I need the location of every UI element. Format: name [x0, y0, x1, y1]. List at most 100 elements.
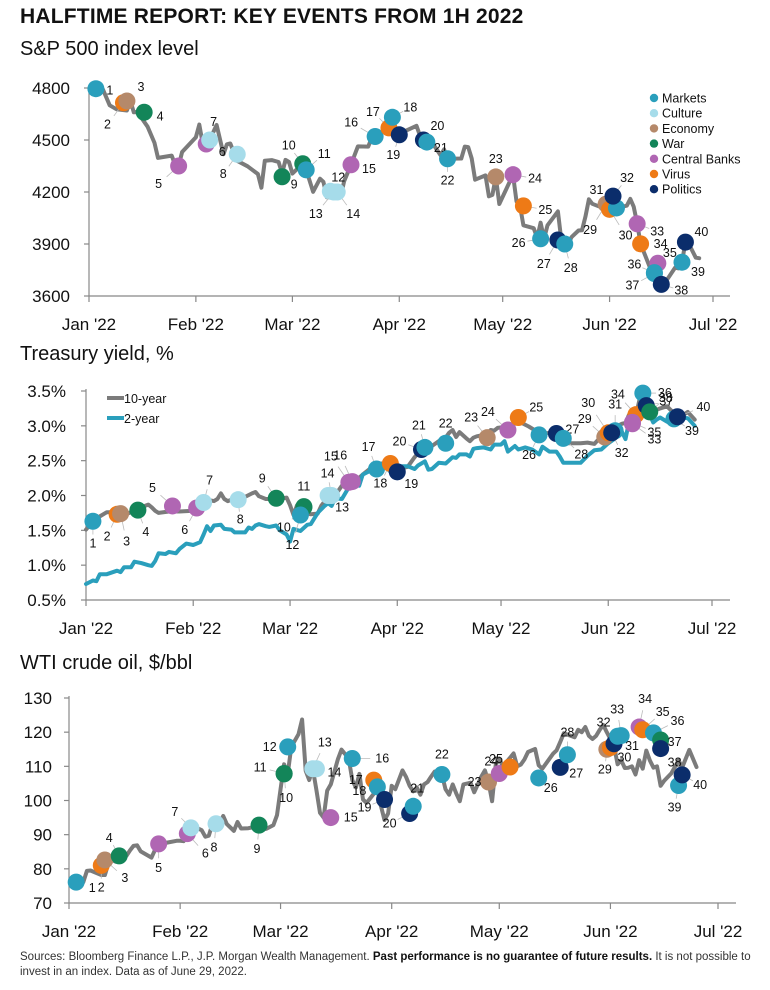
- event-marker-19: [390, 126, 408, 144]
- event-marker-7: [182, 819, 200, 837]
- event-label-28: 28: [560, 726, 574, 740]
- event-label-20: 20: [383, 816, 397, 830]
- event-label-29: 29: [583, 223, 597, 237]
- event-label-35: 35: [647, 425, 661, 439]
- event-label-22: 22: [439, 416, 453, 430]
- event-marker-25: [509, 408, 527, 426]
- event-marker-12: [279, 738, 297, 756]
- event-label-40: 40: [693, 778, 707, 792]
- event-label-16: 16: [375, 751, 389, 765]
- event-marker-21: [416, 438, 434, 456]
- legend-label: Virus: [662, 168, 690, 182]
- event-label-20: 20: [430, 119, 444, 133]
- y-tick-label: 80: [33, 860, 52, 879]
- event-label-34: 34: [638, 692, 652, 706]
- event-marker-32: [603, 424, 621, 442]
- event-label-30: 30: [581, 396, 595, 410]
- event-label-15: 15: [362, 162, 376, 176]
- event-label-25: 25: [529, 400, 543, 414]
- event-label-23: 23: [468, 775, 482, 789]
- y-tick-label: 2.0%: [27, 487, 66, 506]
- event-marker-19: [376, 790, 394, 808]
- event-label-34: 34: [654, 237, 668, 251]
- event-label-30: 30: [617, 751, 631, 765]
- event-label-37: 37: [668, 735, 682, 749]
- x-tick-label: Apr '22: [371, 619, 424, 638]
- event-label-25: 25: [489, 752, 503, 766]
- y-tick-label: 130: [24, 689, 52, 708]
- event-label-32: 32: [597, 715, 611, 729]
- event-label-13: 13: [335, 501, 349, 515]
- event-label-33: 33: [650, 225, 664, 239]
- event-marker-35: [623, 413, 641, 431]
- legend-label: Economy: [662, 122, 715, 136]
- event-label-15: 15: [324, 449, 338, 463]
- legend-swatch-politics: [649, 185, 659, 194]
- event-marker-28: [558, 746, 576, 764]
- y-tick-label: 70: [33, 894, 52, 913]
- event-label-37: 37: [625, 278, 639, 292]
- event-marker-38: [652, 275, 670, 293]
- event-label-9: 9: [259, 471, 266, 485]
- y-tick-label: 3600: [32, 287, 70, 306]
- event-label-29: 29: [598, 762, 612, 776]
- legend-swatch-virus: [649, 169, 659, 179]
- event-marker-8: [228, 145, 246, 163]
- event-label-19: 19: [386, 148, 400, 162]
- event-marker-14: [323, 487, 341, 504]
- event-marker-23: [487, 168, 505, 186]
- x-tick-label: Jun '22: [581, 619, 635, 638]
- y-tick-label: 4500: [32, 131, 70, 150]
- event-marker-28: [556, 235, 574, 253]
- event-marker-3: [118, 92, 136, 110]
- page-title: HALFTIME REPORT: KEY EVENTS FROM 1H 2022: [20, 5, 524, 28]
- x-tick-label: Jan '22: [59, 619, 113, 638]
- footer-note: Sources: Bloomberg Finance L.P., J.P. Mo…: [20, 950, 755, 980]
- legend-swatch-economy: [649, 124, 659, 133]
- event-label-10: 10: [279, 791, 293, 805]
- event-label-40: 40: [694, 225, 708, 239]
- event-label-33: 33: [647, 433, 661, 447]
- event-label-7: 7: [210, 115, 217, 129]
- event-marker-16: [366, 128, 384, 146]
- event-marker-18: [368, 778, 386, 796]
- event-label-8: 8: [211, 841, 218, 855]
- event-marker-17: [368, 460, 386, 478]
- event-label-16: 16: [344, 116, 358, 130]
- event-marker-32: [604, 187, 622, 205]
- event-label-31: 31: [625, 739, 639, 753]
- y-tick-label: 3900: [32, 235, 70, 254]
- event-label-17: 17: [366, 105, 380, 119]
- x-tick-label: Mar '22: [262, 619, 318, 638]
- x-tick-label: May '22: [472, 619, 531, 638]
- event-label-32: 32: [615, 446, 629, 460]
- event-marker-26: [530, 769, 548, 787]
- event-marker-26: [530, 426, 548, 444]
- event-label-7: 7: [171, 805, 178, 819]
- y-tick-label: 90: [33, 826, 52, 845]
- event-label-37: 37: [659, 395, 673, 409]
- event-label-24: 24: [484, 755, 498, 769]
- event-marker-25: [514, 197, 532, 215]
- event-marker-21: [404, 797, 422, 815]
- event-label-10: 10: [277, 520, 291, 534]
- event-marker-40: [673, 766, 691, 784]
- event-label-18: 18: [373, 476, 387, 490]
- event-marker-9: [250, 816, 268, 834]
- legend-swatch-markets: [649, 93, 659, 103]
- event-label-1: 1: [89, 881, 96, 895]
- x-tick-label: Jan '22: [42, 922, 96, 941]
- event-marker-38: [652, 740, 670, 758]
- x-tick-label: Feb '22: [168, 315, 224, 334]
- event-label-3: 3: [123, 535, 130, 549]
- event-marker-7: [201, 131, 219, 149]
- event-label-38: 38: [674, 283, 688, 297]
- y-tick-label: 4800: [32, 79, 70, 98]
- legend-label: War: [662, 137, 684, 151]
- event-label-30: 30: [619, 228, 633, 242]
- y-tick-label: 0.5%: [27, 591, 66, 610]
- event-marker-34: [632, 235, 650, 253]
- event-marker-23: [478, 429, 496, 447]
